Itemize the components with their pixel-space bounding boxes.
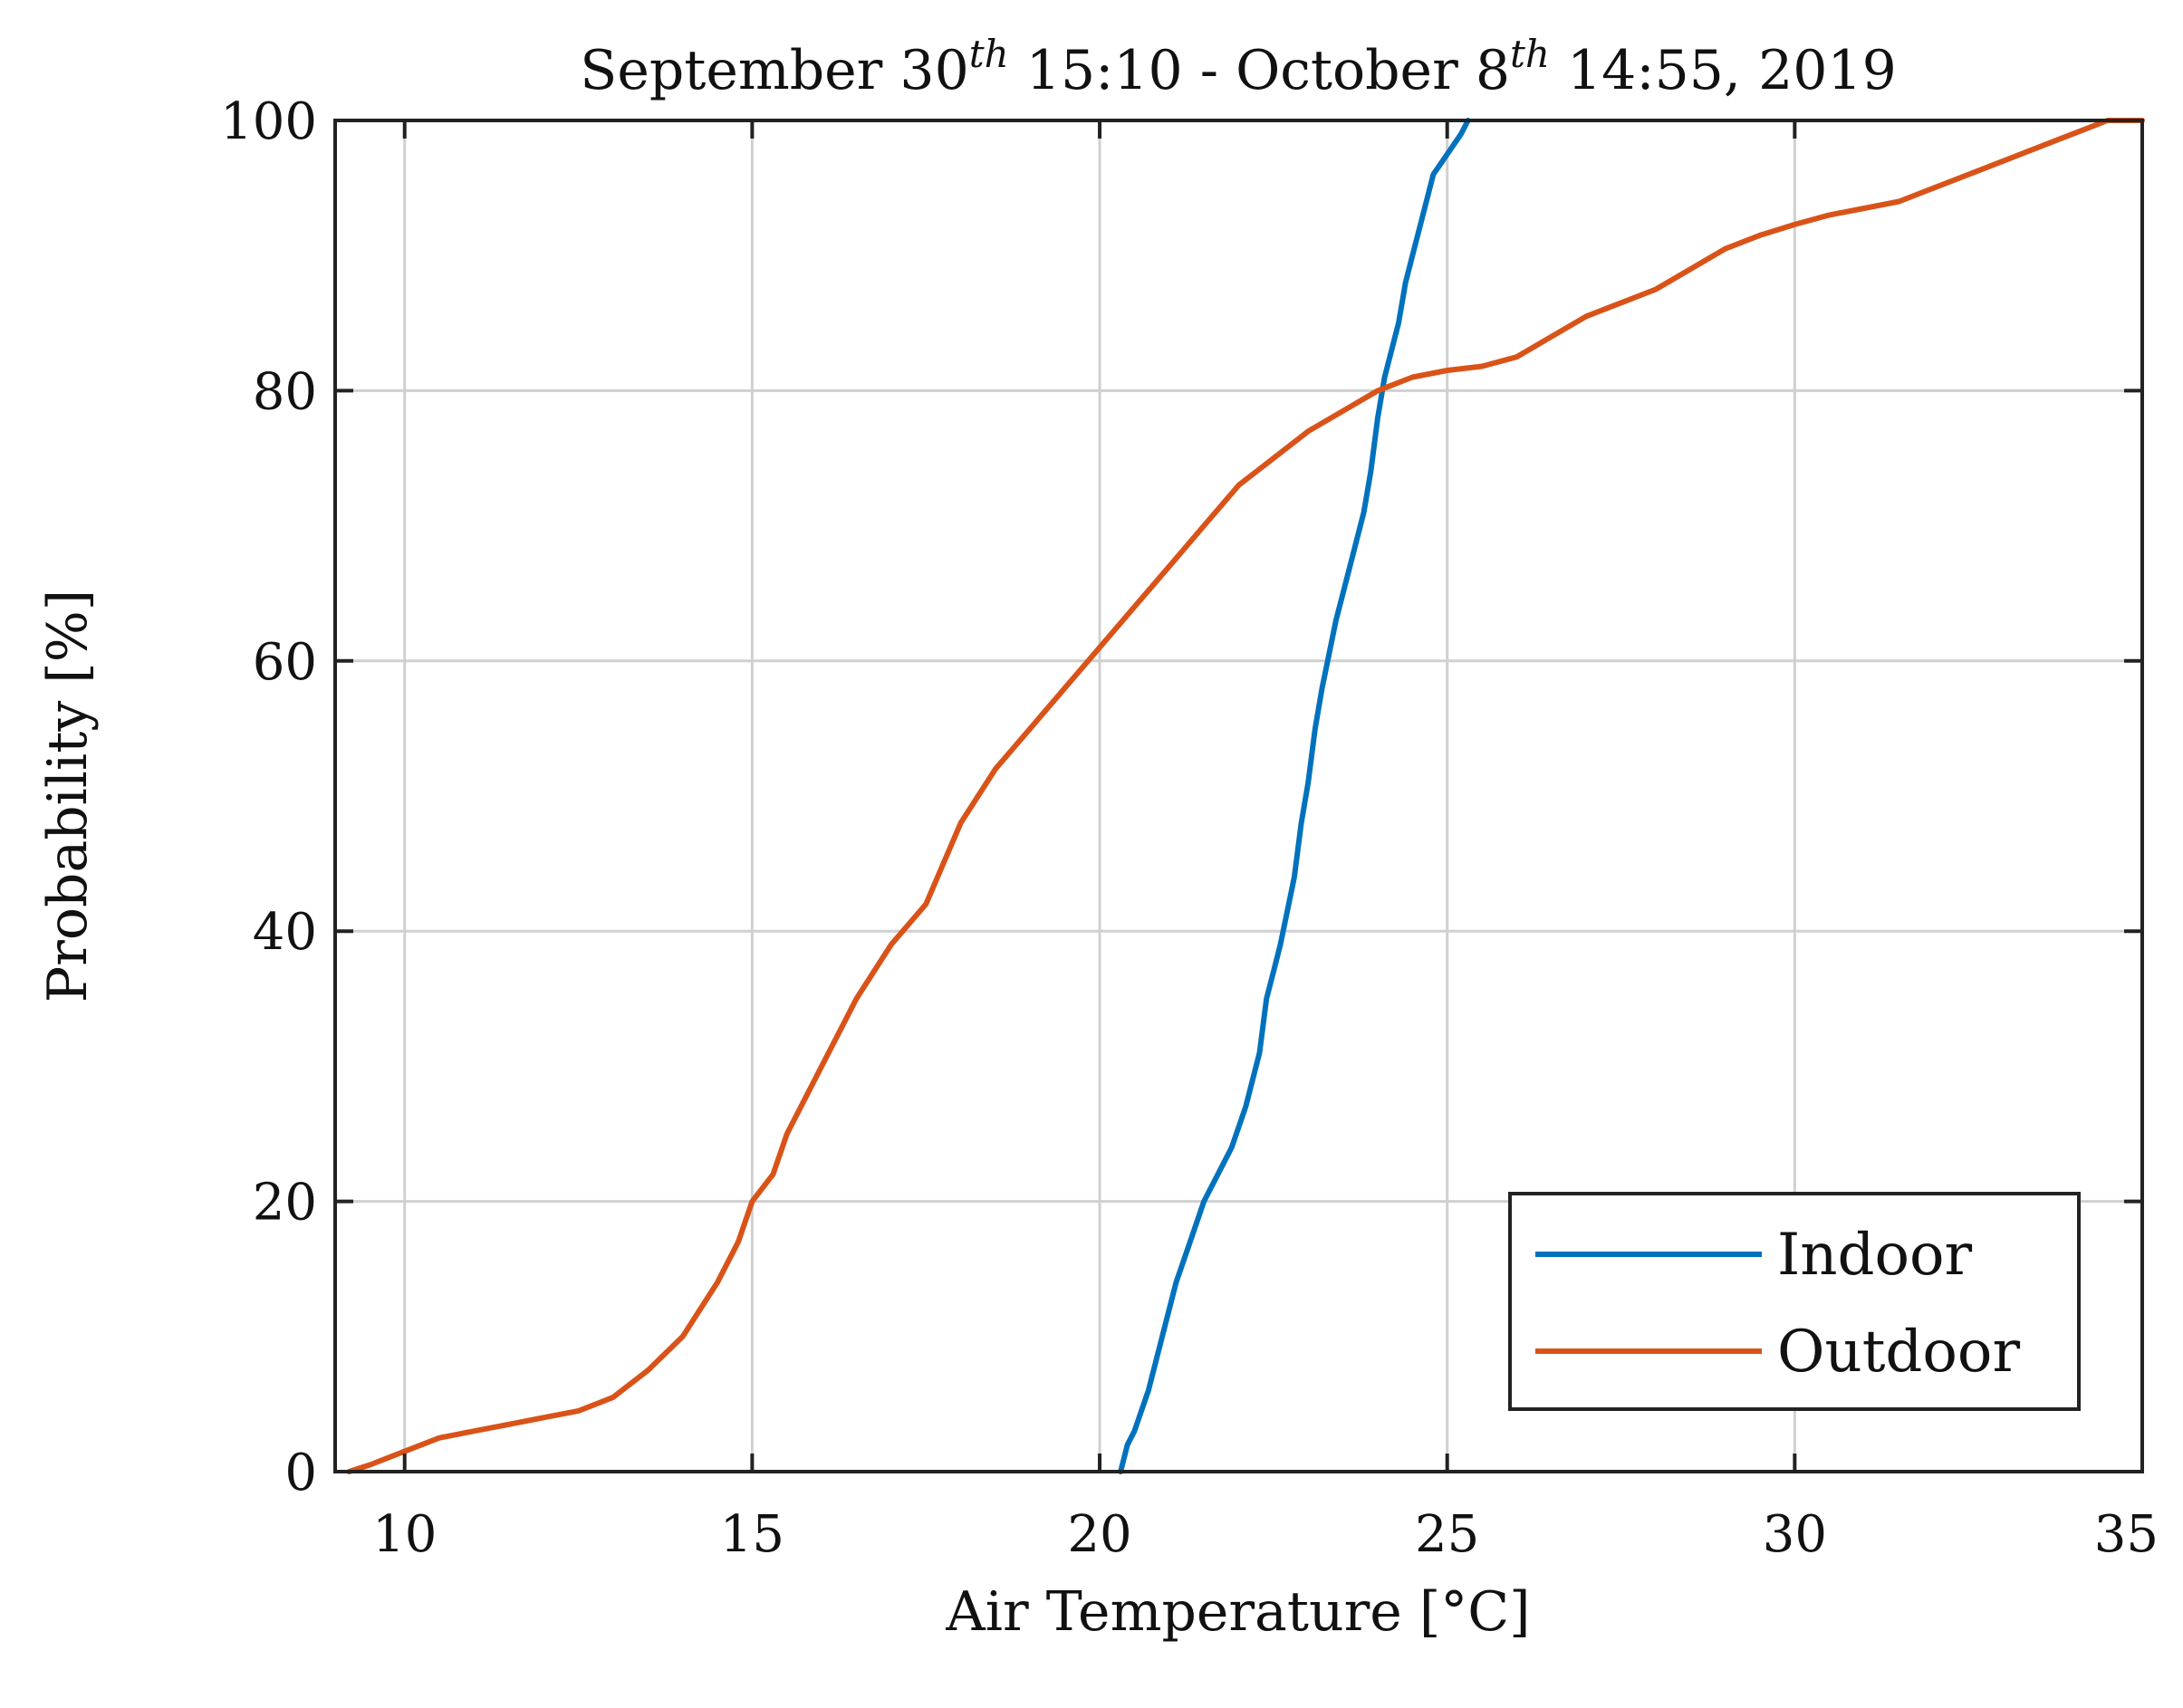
y-tick-label: 0 xyxy=(284,1444,317,1502)
legend: Indoor Outdoor xyxy=(1508,1192,2081,1411)
legend-indoor-label: Indoor xyxy=(1777,1222,1973,1289)
x-tick-label: 20 xyxy=(1067,1505,1131,1564)
series-layer xyxy=(346,118,2145,1474)
y-tick-label: 40 xyxy=(253,903,317,962)
title-sup-2: th xyxy=(1510,32,1550,76)
x-tick-label: 25 xyxy=(1415,1505,1479,1564)
title-end: 14:55, 2019 xyxy=(1550,39,1897,102)
legend-outdoor-label: Outdoor xyxy=(1777,1319,2020,1386)
y-tick-label: 60 xyxy=(253,633,317,692)
x-tick-label: 30 xyxy=(1763,1505,1827,1564)
y-tick-label: 80 xyxy=(253,362,317,421)
tick-marks xyxy=(335,119,2144,1473)
series-line-indoor xyxy=(1118,118,1471,1474)
title-sup-1: th xyxy=(969,32,1009,76)
title-mid: 15:10 - October 8 xyxy=(1009,39,1510,102)
title-main: September 30 xyxy=(580,39,969,102)
x-tick-labels: 10 15 20 25 30 35 xyxy=(372,1505,2159,1564)
chart-title: September 30th 15:10 - October 8th 14:55… xyxy=(580,32,1897,102)
y-axis-label: Probability [%] xyxy=(36,590,100,1003)
legend-box xyxy=(1508,1192,2081,1411)
x-tick-label: 15 xyxy=(720,1505,784,1564)
series-line-outdoor xyxy=(346,118,2145,1474)
y-tick-labels: 0 20 40 60 80 100 xyxy=(220,92,317,1502)
x-tick-label: 10 xyxy=(372,1505,437,1564)
x-tick-label: 35 xyxy=(2094,1505,2159,1564)
x-axis-label: Air Temperature [°C] xyxy=(945,1580,1530,1644)
y-tick-label: 100 xyxy=(220,92,317,151)
plot-frame xyxy=(333,119,2144,1473)
y-tick-label: 20 xyxy=(253,1174,317,1233)
